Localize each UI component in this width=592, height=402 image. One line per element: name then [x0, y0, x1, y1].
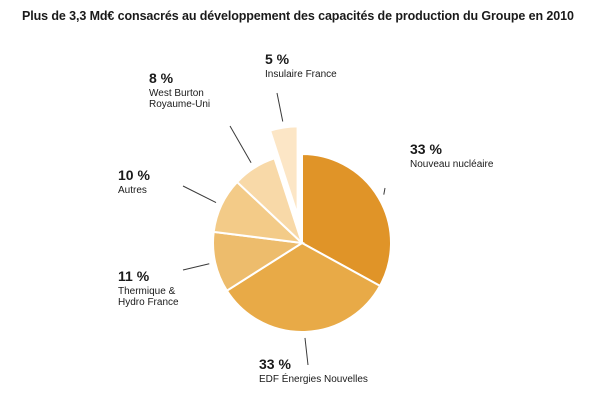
pie-slice-5 [235, 157, 303, 244]
slice-percent-label-5: 8 % [149, 70, 174, 86]
slice-percent-label-2: 33 % [259, 356, 291, 372]
slice-category-label-3: Hydro France [118, 297, 179, 308]
leader-line-6 [276, 92, 284, 122]
slice-category-label-3: Thermique & [118, 286, 176, 297]
pie-slice-1 [301, 152, 392, 288]
leader-line-3 [182, 263, 210, 271]
slice-category-label-6: Insulaire France [265, 69, 337, 80]
pie-slice-2 [225, 241, 382, 333]
leader-line-4 [182, 185, 217, 203]
chart-title: Plus de 3,3 Md€ consacrés au développeme… [22, 9, 574, 23]
slice-percent-label-1: 33 % [410, 141, 442, 157]
leader-line-5 [229, 125, 252, 164]
leader-line-2 [304, 337, 309, 366]
slice-category-label-5: West Burton [149, 88, 204, 99]
pie-slice-6 [268, 125, 299, 216]
slice-percent-label-3: 11 % [118, 268, 150, 284]
slice-category-label-2: EDF Énergies Nouvelles [259, 372, 368, 385]
slice-category-label-5: Royaume-Uni [149, 99, 210, 110]
slice-category-label-1: Nouveau nucléaire [410, 159, 494, 170]
slice-percent-label-4: 10 % [118, 167, 150, 183]
slice-category-label-4: Autres [118, 185, 147, 196]
slice-percent-label-6: 5 % [265, 51, 290, 67]
leader-line-1 [383, 187, 386, 195]
